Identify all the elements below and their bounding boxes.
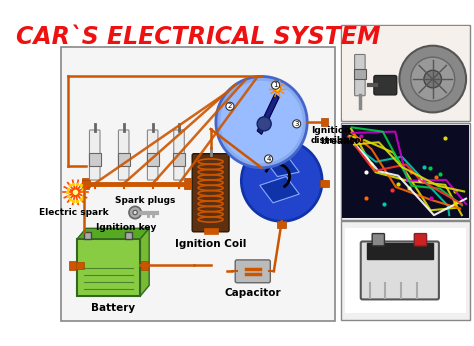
FancyBboxPatch shape	[147, 130, 158, 180]
Text: CAR`S ELECTRICAL SYSTEM: CAR`S ELECTRICAL SYSTEM	[16, 25, 381, 49]
FancyBboxPatch shape	[173, 153, 185, 166]
Text: 4: 4	[266, 156, 271, 162]
Circle shape	[133, 210, 137, 215]
FancyBboxPatch shape	[321, 118, 328, 127]
FancyBboxPatch shape	[146, 153, 159, 166]
Text: Capacitor: Capacitor	[225, 288, 281, 298]
FancyBboxPatch shape	[414, 234, 427, 246]
Circle shape	[241, 140, 322, 221]
Circle shape	[257, 117, 271, 131]
FancyBboxPatch shape	[125, 232, 132, 239]
FancyBboxPatch shape	[204, 228, 218, 234]
Circle shape	[411, 57, 455, 101]
Text: Electric spark: Electric spark	[39, 208, 109, 217]
Polygon shape	[260, 176, 299, 203]
FancyBboxPatch shape	[345, 228, 466, 312]
FancyBboxPatch shape	[118, 153, 130, 166]
FancyBboxPatch shape	[354, 69, 366, 79]
Circle shape	[216, 76, 307, 168]
FancyBboxPatch shape	[90, 130, 100, 180]
Circle shape	[424, 70, 441, 88]
FancyBboxPatch shape	[82, 178, 90, 189]
FancyBboxPatch shape	[374, 75, 397, 95]
FancyBboxPatch shape	[192, 154, 229, 232]
FancyBboxPatch shape	[184, 178, 191, 189]
Circle shape	[274, 85, 281, 92]
Circle shape	[71, 188, 80, 197]
FancyBboxPatch shape	[141, 261, 148, 270]
Polygon shape	[77, 228, 149, 239]
Text: 2: 2	[228, 103, 232, 109]
FancyBboxPatch shape	[320, 180, 329, 187]
FancyBboxPatch shape	[367, 243, 433, 259]
Circle shape	[400, 46, 466, 112]
Text: Battery: Battery	[91, 303, 135, 313]
FancyBboxPatch shape	[75, 262, 84, 269]
Text: Ignition key: Ignition key	[96, 223, 156, 232]
Polygon shape	[140, 228, 149, 296]
Text: Spark plugs: Spark plugs	[116, 196, 176, 205]
FancyBboxPatch shape	[342, 125, 469, 218]
FancyBboxPatch shape	[235, 260, 270, 283]
Polygon shape	[264, 155, 299, 176]
Text: 3: 3	[294, 121, 299, 127]
FancyBboxPatch shape	[277, 221, 286, 228]
FancyBboxPatch shape	[77, 239, 140, 296]
FancyBboxPatch shape	[340, 123, 471, 219]
FancyBboxPatch shape	[174, 130, 184, 180]
FancyBboxPatch shape	[61, 47, 335, 321]
FancyBboxPatch shape	[372, 234, 384, 246]
Circle shape	[220, 81, 303, 163]
Circle shape	[129, 206, 141, 219]
Text: Ignition
distributor: Ignition distributor	[310, 126, 365, 145]
FancyBboxPatch shape	[340, 221, 471, 320]
FancyBboxPatch shape	[355, 54, 365, 96]
Polygon shape	[257, 94, 279, 134]
FancyBboxPatch shape	[84, 232, 91, 239]
FancyBboxPatch shape	[69, 261, 76, 270]
FancyBboxPatch shape	[342, 26, 469, 119]
FancyBboxPatch shape	[118, 130, 129, 180]
FancyBboxPatch shape	[82, 180, 91, 187]
FancyBboxPatch shape	[361, 242, 439, 299]
Text: 1: 1	[273, 82, 278, 88]
Text: breaker: breaker	[320, 137, 360, 146]
FancyBboxPatch shape	[340, 25, 471, 121]
FancyBboxPatch shape	[89, 153, 101, 166]
Text: Ignition Coil: Ignition Coil	[175, 239, 246, 249]
